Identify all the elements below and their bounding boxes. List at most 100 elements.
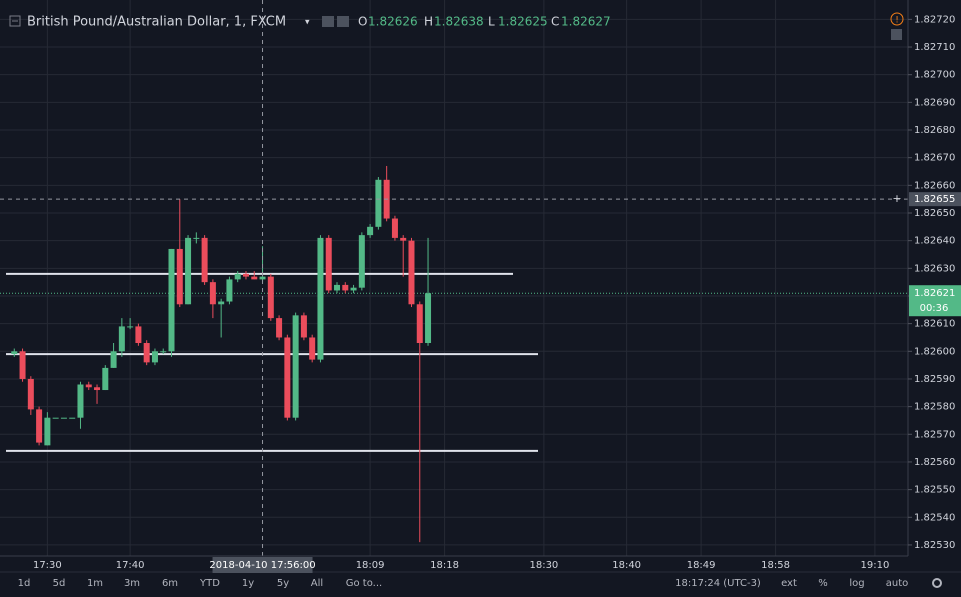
last-price-box [909, 285, 961, 317]
candle-body [292, 315, 299, 418]
crosshair-price-box [909, 192, 961, 207]
candle-body [44, 417, 51, 446]
symbol-menu[interactable]: ▾ [305, 18, 310, 28]
readout-label: H [424, 15, 433, 29]
option-button[interactable]: % [818, 578, 828, 589]
crosshair-plus: + [892, 192, 901, 205]
range-button[interactable]: 6m [162, 578, 178, 589]
candle-body [375, 179, 382, 227]
y-tick-label: 1.82660 [914, 180, 955, 191]
candle-body [143, 343, 150, 363]
candle-body [160, 351, 167, 353]
data-window-icon[interactable] [891, 29, 902, 40]
candle-body [350, 287, 357, 291]
candle-body [127, 326, 134, 328]
candle-body [36, 409, 43, 443]
crosshair-price-label: 1.82655 [914, 194, 955, 205]
alert-icon[interactable] [890, 12, 904, 26]
collapse-icon[interactable] [9, 15, 21, 27]
y-tick-label: 1.82560 [914, 457, 955, 468]
range-button[interactable]: 5d [53, 578, 66, 589]
readout-value: 1.82625 [498, 15, 548, 29]
candle-body [342, 284, 349, 291]
candle-body [334, 284, 341, 291]
candle-body [309, 337, 316, 360]
option-button[interactable]: auto [886, 578, 909, 589]
x-tick-label: 18:09 [356, 560, 385, 571]
candle-body [408, 240, 415, 305]
last-price-label: 1.82621 [914, 288, 955, 299]
candle-body [367, 226, 374, 236]
candle-body [176, 248, 183, 305]
range-button[interactable]: 3m [124, 578, 140, 589]
candle-body [11, 351, 18, 355]
y-tick-label: 1.82550 [914, 485, 955, 496]
range-button[interactable]: 5y [277, 578, 289, 589]
settings-icon[interactable] [337, 16, 349, 27]
candle-body [201, 237, 208, 283]
x-tick-label: 19:10 [860, 560, 889, 571]
candle-body [27, 378, 34, 410]
crosshair-time-box [212, 557, 313, 573]
x-tick-label: 18:40 [612, 560, 641, 571]
x-tick-label: 18:49 [687, 560, 716, 571]
alert-icon: ! [895, 16, 899, 26]
candle-body [85, 384, 92, 388]
candle-body [60, 417, 67, 419]
candle-body [110, 351, 117, 368]
candle-body [69, 417, 76, 419]
candle-body [400, 237, 407, 241]
range-button[interactable]: 1y [242, 578, 254, 589]
y-tick-label: 1.82640 [914, 236, 955, 247]
range-button[interactable]: 1m [87, 578, 103, 589]
candle-body [267, 276, 274, 319]
y-tick-label: 1.82600 [914, 346, 955, 357]
candle-body [151, 351, 158, 363]
candle-body [391, 218, 398, 238]
candle-body [284, 337, 291, 418]
candle-body [19, 351, 26, 379]
candle-body [416, 304, 423, 344]
eye-icon[interactable] [322, 16, 334, 27]
y-tick-label: 1.82650 [914, 208, 955, 219]
candle-body [168, 248, 175, 352]
x-tick-label: 17:40 [116, 560, 145, 571]
y-tick-label: 1.82540 [914, 512, 955, 523]
candle-body [300, 315, 307, 338]
candle-body [251, 276, 258, 280]
range-button[interactable]: YTD [199, 578, 220, 589]
x-tick-label: 18:30 [529, 560, 558, 571]
x-tick-label: 18:18 [430, 560, 459, 571]
y-tick-label: 1.82610 [914, 319, 955, 330]
range-button[interactable]: 1d [18, 578, 31, 589]
candle-body [193, 237, 200, 239]
readout-label: O [358, 15, 367, 29]
candle-body [118, 326, 125, 352]
readout-label: L [488, 15, 495, 29]
candle-body [135, 326, 142, 344]
y-tick-label: 1.82700 [914, 70, 955, 81]
y-tick-label: 1.82580 [914, 402, 955, 413]
option-button[interactable]: log [849, 578, 864, 589]
countdown-label: 00:36 [920, 303, 949, 314]
candle-body [94, 387, 101, 391]
x-tick-label: 18:58 [761, 560, 790, 571]
candle-body [77, 384, 84, 418]
range-button[interactable]: All [311, 578, 323, 589]
y-tick-label: 1.82590 [914, 374, 955, 385]
option-button[interactable]: ext [781, 578, 797, 589]
candle-body [234, 273, 241, 280]
chart-title[interactable]: British Pound/Australian Dollar, 1, FXCM [27, 15, 286, 30]
readout-value: 1.82638 [434, 15, 484, 29]
y-tick-label: 1.82570 [914, 429, 955, 440]
y-tick-label: 1.82630 [914, 263, 955, 274]
y-tick-label: 1.82690 [914, 97, 955, 108]
candle-body [242, 273, 249, 277]
range-button[interactable]: Go to... [346, 578, 382, 589]
x-tick-label: 17:30 [33, 560, 62, 571]
candle-body [358, 235, 365, 288]
candle-body [185, 237, 192, 305]
settings-gear[interactable] [932, 578, 942, 588]
